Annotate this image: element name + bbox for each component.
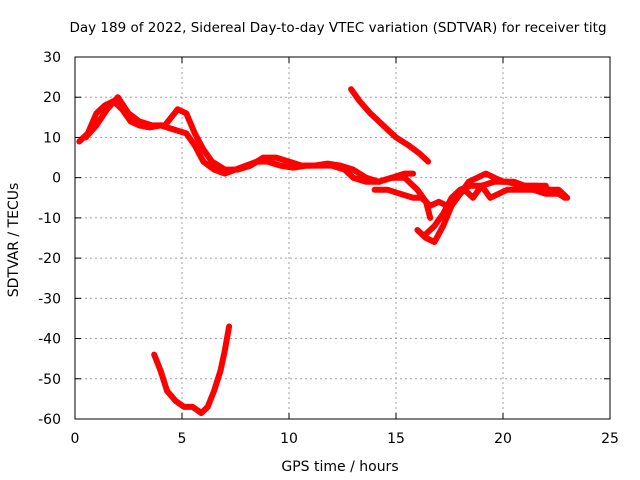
y-tick-label: -60 (38, 412, 61, 428)
y-axis-label: SDTVAR / TECUs (6, 183, 22, 298)
x-tick-label: 20 (494, 431, 512, 447)
y-tick-label: -40 (38, 332, 61, 348)
grid-lines (75, 57, 610, 419)
y-tick-label: 0 (52, 171, 61, 187)
x-tick-label: 0 (71, 431, 80, 447)
y-tick-label: 30 (43, 50, 61, 66)
y-tick-label: 10 (43, 130, 61, 146)
data-series (76, 86, 571, 416)
y-tick-label: -20 (38, 251, 61, 267)
y-tick-label: -50 (38, 372, 61, 388)
series-track-b (82, 94, 417, 185)
y-tick-label: -30 (38, 291, 61, 307)
axis-ticks: 0 5 10 15 20 25 30 20 10 0 -10 -20 -30 -40 -50 -60 (38, 50, 619, 447)
chart-title: Day 189 of 2022, Sidereal Day-to-day VTE… (69, 20, 606, 36)
x-tick-label: 25 (601, 431, 619, 447)
x-axis-label: GPS time / hours (281, 459, 398, 475)
y-tick-label: 20 (43, 90, 61, 106)
x-tick-label: 10 (280, 431, 298, 447)
plot-frame (74, 56, 611, 420)
x-tick-label: 15 (387, 431, 405, 447)
series-track-c (348, 86, 432, 165)
series-track-d (371, 182, 569, 209)
y-tick-label: -10 (38, 211, 61, 227)
series-track-f (423, 178, 549, 237)
series-track-g (151, 323, 233, 416)
x-tick-label: 5 (178, 431, 187, 447)
